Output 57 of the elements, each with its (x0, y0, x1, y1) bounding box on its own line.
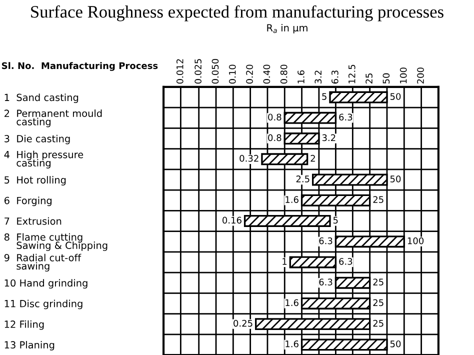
annotation: 1.6 (286, 196, 298, 203)
annotation: 25 (373, 299, 384, 306)
x-tick-label: 0.10 (228, 64, 236, 84)
annotation: 5 (322, 93, 326, 100)
annotation: 25 (373, 320, 384, 327)
x-tick-label: 25 (366, 74, 372, 84)
y-tick-label: 2 Permanent mould casting (4, 110, 102, 128)
x-tick-label: 6.3 (332, 70, 338, 84)
annotation: 1 (282, 258, 287, 265)
x-tick-label: 0.40 (263, 64, 270, 84)
annotation: 100 (408, 237, 424, 244)
annotation: 5 (333, 216, 338, 224)
annotation: 6.3 (339, 258, 352, 265)
annotation: 6.3 (339, 114, 352, 121)
annotation: 0.25 (234, 320, 252, 327)
x-tick-label: 0.20 (246, 64, 253, 84)
annotation: 25 (373, 196, 384, 203)
x-tick-label: 0.025 (194, 59, 202, 84)
x-tick-label: 12.5 (348, 64, 356, 84)
x-tick-label: 200 (417, 68, 424, 84)
annotation: 50 (390, 176, 401, 182)
y-tick-label: 7 Extrusion (4, 217, 62, 225)
annotation: 2 (310, 154, 315, 162)
y-axis-title: Sl. No. Manufacturing Process (2, 62, 158, 71)
y-tick-label: 1 Sand casting (4, 94, 78, 103)
annotation: 6.3 (319, 237, 332, 244)
annotation: 25 (373, 278, 384, 286)
x-tick-label: 0.012 (176, 59, 184, 84)
y-tick-label: 12 Filing (4, 320, 44, 330)
x-tick-label: 50 (382, 73, 390, 84)
y-tick-label: 10 Hand grinding (4, 279, 88, 289)
x-tick-label: 100 (400, 68, 407, 84)
x-tick-label: 1.6 (298, 70, 304, 84)
y-tick-label: 5 Hot rolling (4, 176, 66, 186)
annotation: 1.6 (286, 340, 298, 348)
x-tick-label: 0.050 (212, 58, 219, 84)
x-tick-label: 0.80 (280, 64, 288, 84)
annotation: 2.5 (296, 176, 310, 182)
y-tick-label: 11 Disc grinding (4, 300, 82, 310)
x-tick-label: 3.2 (314, 70, 322, 84)
annotation: 3.2 (322, 134, 336, 142)
y-tick-label: 3 Die casting (4, 134, 70, 144)
y-tick-label: 13 Planing (4, 341, 54, 350)
text: R$_{a}$ in μm (267, 24, 308, 34)
annotation: 0.8 (268, 134, 282, 142)
annotation: 50 (390, 340, 401, 348)
annotation: 1.6 (286, 299, 298, 306)
annotation: 0.16 (222, 216, 242, 224)
y-tick-label: 9 Radial cut-off sawing (4, 254, 82, 272)
y-tick-label: 8 Flame cutting Sawing & Chipping (4, 233, 108, 251)
annotation: 0.32 (240, 154, 258, 162)
annotation: 6.3 (319, 278, 332, 286)
y-tick-label: 6 Forging (4, 196, 52, 206)
chart-title: Surface Roughness expected from manufacturing processes (31, 5, 444, 22)
annotation: 50 (390, 93, 401, 100)
annotation: 0.8 (268, 114, 282, 121)
y-tick-label: 4 High pressure casting (4, 150, 84, 168)
